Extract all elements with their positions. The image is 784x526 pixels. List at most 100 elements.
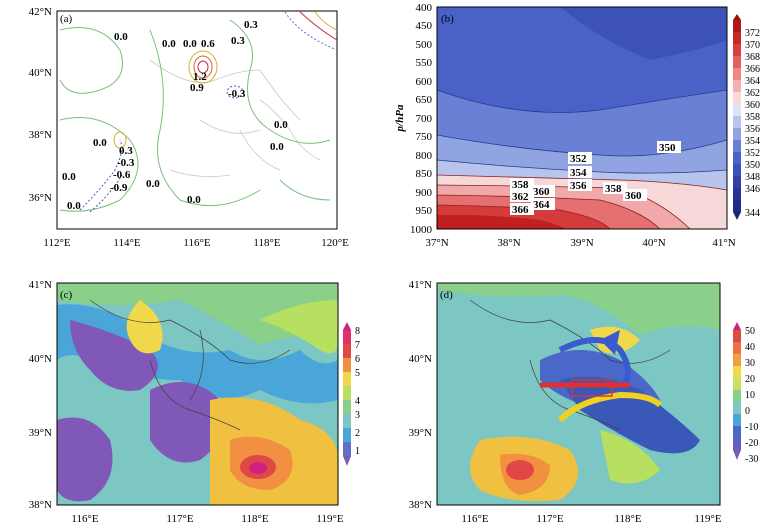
d-cb-0: 50 — [745, 326, 755, 337]
b-ytick-3: 550 — [416, 57, 433, 69]
panel-c-label: (c) — [60, 289, 73, 301]
panel-b-frame — [436, 6, 728, 230]
a-label-12: -0.3 — [117, 157, 135, 169]
b-ytick-11: 950 — [416, 205, 433, 217]
b-cb-0: 372 — [745, 28, 760, 39]
a-label-0: 0.0 — [114, 31, 128, 43]
d-cb-6: -10 — [745, 422, 758, 433]
a-label-13: -0.6 — [113, 169, 131, 181]
panel-c: (c) 116°E 117°E 118°E 119°E 41°N 40°N 39… — [29, 279, 360, 525]
b-label-0: 350 — [659, 142, 676, 154]
a-label-15: 0.0 — [93, 137, 107, 149]
c-colorbar: 8 7 6 5 4 3 2 1 — [343, 322, 360, 466]
d-ytick-1: 40°N — [409, 353, 432, 365]
b-label-7: 364 — [533, 199, 550, 211]
b-cb-11: 350 — [745, 160, 760, 171]
b-cb-7: 358 — [745, 112, 760, 123]
a-label-2: 0.0 — [183, 38, 197, 50]
panel-a-contours: 0.0 0.0 0.0 0.6 0.3 0.3 1.2 0.9 -0.3 0.0… — [59, 11, 337, 213]
a-label-17: 0.0 — [67, 200, 81, 212]
c-cb-3: 5 — [355, 368, 360, 379]
b-label-10: 360 — [625, 190, 642, 202]
b-xtick-1: 38°N — [497, 237, 520, 249]
c-ytick-1: 40°N — [29, 353, 52, 365]
panel-d-label: (d) — [440, 289, 453, 301]
d-xtick-3: 119°E — [694, 513, 721, 525]
a-xtick-2: 116°E — [183, 237, 210, 249]
a-label-18: 0.0 — [146, 178, 160, 190]
b-cb-9: 354 — [745, 136, 760, 147]
a-ytick-1: 40°N — [29, 67, 52, 79]
c-cb-5: 3 — [355, 410, 360, 421]
a-xtick-4: 120°E — [321, 237, 349, 249]
a-label-14: -0.9 — [110, 182, 128, 194]
panel-a-frame — [56, 10, 338, 230]
b-xtick-0: 37°N — [425, 237, 448, 249]
d-xtick-0: 116°E — [461, 513, 488, 525]
a-label-9: 0.0 — [274, 119, 288, 131]
a-label-16: 0.0 — [62, 171, 76, 183]
d-ytick-0: 41°N — [409, 279, 432, 291]
b-ytick-5: 650 — [416, 94, 433, 106]
b-label-8: 366 — [512, 204, 529, 216]
b-label-5: 360 — [533, 186, 550, 198]
a-label-6: 1.2 — [193, 71, 207, 83]
a-xtick-1: 114°E — [113, 237, 140, 249]
b-ylabel: p/hPa — [394, 104, 406, 132]
a-label-1: 0.0 — [162, 38, 176, 50]
d-cb-1: 40 — [745, 342, 755, 353]
b-cb-10: 352 — [745, 148, 760, 159]
b-label-3: 356 — [570, 180, 587, 192]
b-ytick-0: 400 — [416, 2, 433, 14]
b-yticks: 400 450 500 550 600 650 700 750 800 850 … — [410, 2, 433, 236]
b-cb-1: 370 — [745, 40, 760, 51]
d-colorbar: 50 40 30 20 10 0 -10 -20 -30 — [733, 322, 758, 465]
b-ytick-8: 800 — [416, 150, 433, 162]
a-label-8: -0.3 — [228, 88, 246, 100]
c-cb-0: 8 — [355, 326, 360, 337]
b-colorbar: 372 370 368 366 364 362 360 358 356 354 … — [733, 14, 760, 220]
b-label-9: 358 — [605, 183, 622, 195]
d-cb-3: 20 — [745, 374, 755, 385]
panel-b: 350 352 354 356 358 360 362 364 366 358 — [394, 2, 760, 249]
c-xtick-3: 119°E — [316, 513, 343, 525]
b-cb-14: 344 — [745, 208, 760, 219]
b-label-4: 358 — [512, 179, 529, 191]
b-cb-13: 346 — [745, 184, 760, 195]
d-cb-5: 0 — [745, 406, 750, 417]
b-cb-5: 362 — [745, 88, 760, 99]
panel-c-frame — [56, 282, 339, 506]
b-ytick-7: 750 — [416, 131, 433, 143]
panel-d-frame — [436, 282, 721, 506]
d-ytick-3: 38°N — [409, 499, 432, 511]
a-ytick-3: 36°N — [29, 192, 52, 204]
b-ytick-6: 700 — [416, 113, 433, 125]
panel-b-field: 350 352 354 356 358 360 362 364 366 358 — [437, 7, 727, 229]
d-ytick-2: 39°N — [409, 427, 432, 439]
a-label-19: 0.0 — [187, 194, 201, 206]
a-label-10: 0.0 — [270, 141, 284, 153]
b-label-2: 354 — [570, 167, 587, 179]
a-label-4: 0.3 — [244, 19, 258, 31]
c-ytick-3: 38°N — [29, 499, 52, 511]
panel-c-field — [57, 283, 338, 505]
b-cb-8: 356 — [745, 124, 760, 135]
d-xtick-1: 117°E — [536, 513, 563, 525]
panel-d-field — [437, 283, 720, 505]
c-cb-2: 6 — [355, 354, 360, 365]
b-cb-3: 366 — [745, 64, 760, 75]
a-ytick-0: 42°N — [29, 6, 52, 18]
b-ytick-4: 600 — [416, 76, 433, 88]
a-label-11: 0.3 — [119, 145, 133, 157]
a-xtick-0: 112°E — [43, 237, 70, 249]
d-xtick-2: 118°E — [614, 513, 641, 525]
panel-b-label: (b) — [441, 13, 454, 25]
c-cb-7: 1 — [355, 446, 360, 457]
b-cb-4: 364 — [745, 76, 760, 87]
c-cb-1: 7 — [355, 340, 360, 351]
a-label-7: 0.9 — [190, 82, 204, 94]
b-label-1: 352 — [570, 153, 587, 165]
b-cb-12: 348 — [745, 172, 760, 183]
c-cb-6: 2 — [355, 428, 360, 439]
